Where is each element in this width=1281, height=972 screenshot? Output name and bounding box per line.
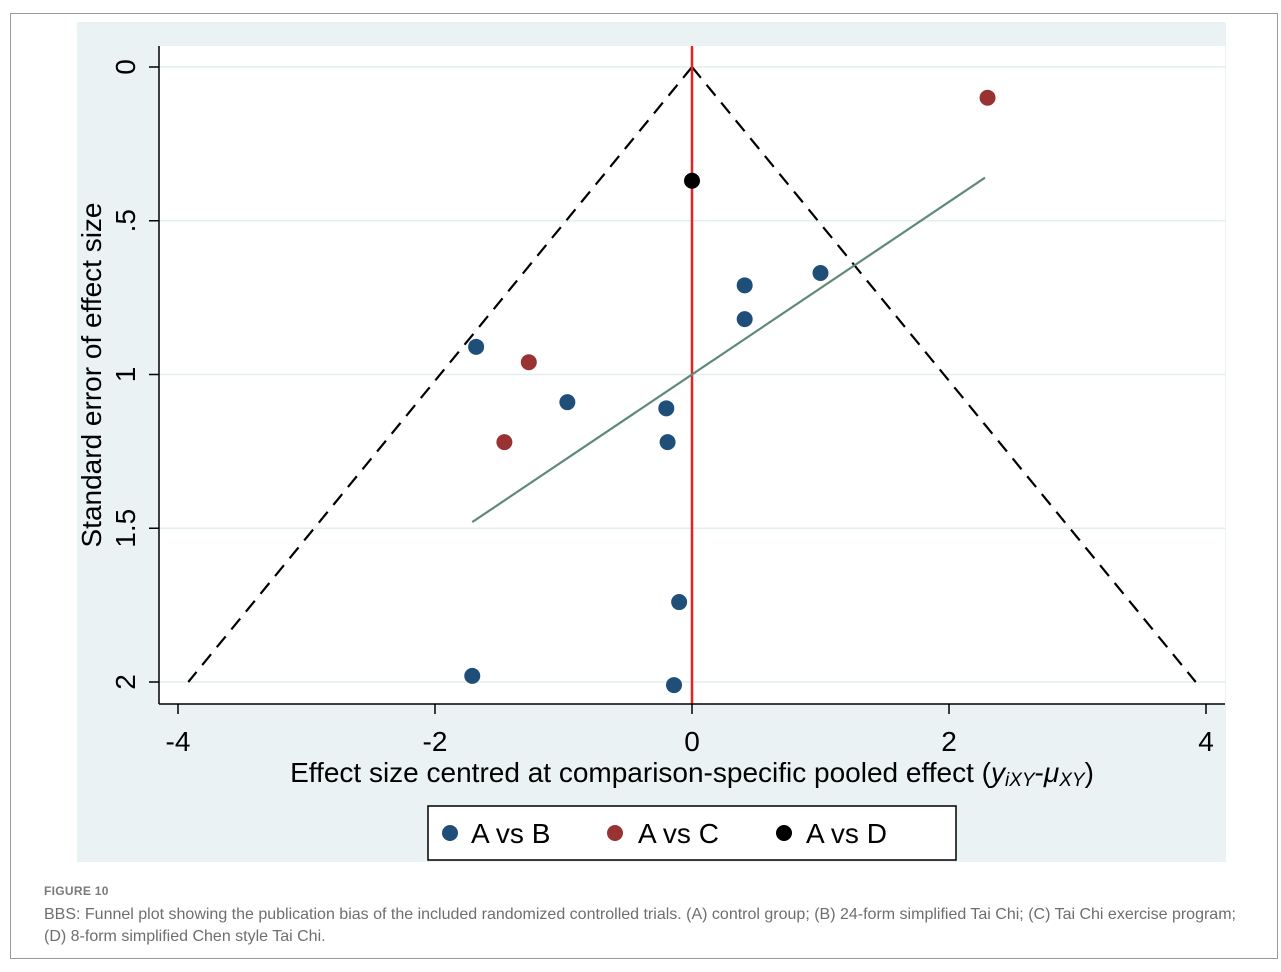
legend-label-a-vs-b: A vs B [471,818,550,849]
point-a-vs-b-1 [559,394,576,411]
y-tick-label-1: .5 [110,209,141,232]
funnel-line-left [187,66,693,683]
funnel-plot: -4 -2 0 2 4 0 .5 1 1.5 2 Effect size centred at … [76,22,1226,862]
legend-label-a-vs-c: A vs C [638,818,719,849]
legend: A vs B A vs C A vs D [427,805,957,861]
y-tick-label-3: 1.5 [110,509,141,548]
point-a-vs-b-5 [736,311,753,328]
legend-marker-a-vs-b [442,825,458,841]
figure-label: FIGURE 10 [44,884,109,898]
point-a-vs-b-4 [736,277,753,294]
legend-label-a-vs-d: A vs D [806,818,887,849]
x-tick-label-0: -4 [166,726,191,757]
data-points [464,89,996,694]
point-a-vs-c-1 [496,434,513,451]
point-a-vs-b-7 [671,594,688,611]
funnel-line-right [691,66,1197,683]
regression-line [471,176,986,524]
figure-caption-text: BBS: Funnel plot showing the publication… [44,906,1236,945]
x-tick-label-3: 2 [941,726,957,757]
legend-marker-a-vs-d [776,825,792,841]
point-a-vs-b-2 [658,400,675,417]
point-a-vs-b-0 [468,338,485,355]
x-tick-label-1: -2 [423,726,448,757]
point-a-vs-b-9 [666,677,683,694]
y-tick-label-0: 0 [110,59,141,75]
y-axis-label: Standard error of effect size [76,203,107,548]
point-a-vs-b-3 [659,434,676,451]
y-axis-ticks: 0 .5 1 1.5 2 [110,59,159,690]
x-tick-label-2: 0 [684,726,700,757]
x-tick-label-4: 4 [1198,726,1214,757]
funnel-lines [187,66,1197,683]
figure-caption: FIGURE 10 BBS: Funnel plot showing the p… [44,884,1259,948]
x-axis-ticks: -4 -2 0 2 4 [166,704,1214,757]
legend-box [427,805,957,861]
x-axis-label: Effect size centred at comparison-specif… [290,757,1094,791]
point-a-vs-b-6 [812,265,829,282]
legend-marker-a-vs-c [607,825,623,841]
point-a-vs-c-2 [979,89,996,106]
y-tick-label-2: 1 [110,367,141,383]
point-a-vs-d-0 [684,172,700,189]
y-tick-label-4: 2 [110,674,141,690]
point-a-vs-c-0 [520,354,537,371]
point-a-vs-b-8 [464,667,481,684]
